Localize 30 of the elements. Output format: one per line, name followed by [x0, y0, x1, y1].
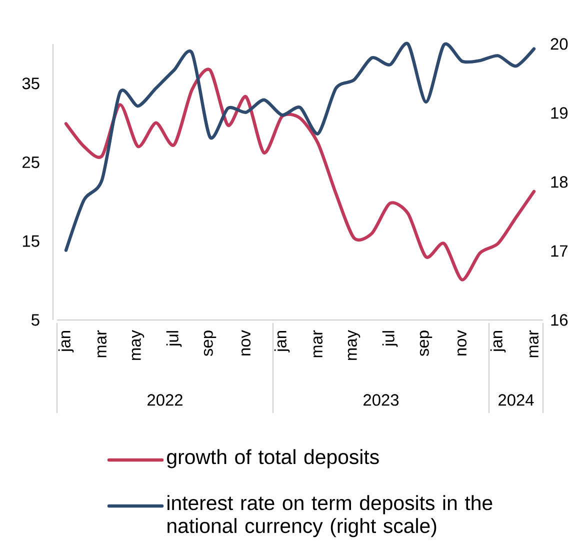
y-tick-label: 35	[22, 78, 40, 90]
x-tick-label: mar	[530, 330, 539, 358]
x-tick-label: may	[132, 330, 144, 360]
x-tick-label: nov	[458, 330, 467, 356]
x-tick-label: mar	[98, 330, 107, 358]
legend-label: interest rate on term deposits in the national currency (right scale)	[168, 495, 492, 538]
x-tick-label: jan	[58, 331, 74, 352]
y2-tick-label: 18	[551, 176, 568, 188]
y-tick-label: 15	[22, 235, 40, 247]
line-series	[64, 42, 536, 252]
x-tick-label: sep	[204, 330, 216, 356]
y-tick-label: 25	[22, 156, 40, 168]
y2-tick-label: 16	[551, 314, 568, 326]
text: 2024	[498, 394, 534, 406]
line-series	[64, 68, 536, 282]
y2-tick-label: 20	[550, 38, 568, 50]
x-tick-label: jan	[490, 331, 506, 352]
text: 2023	[364, 394, 399, 406]
y2-tick-label: 19	[551, 107, 568, 119]
x-tick-label: sep	[420, 330, 432, 356]
text: 2022	[148, 394, 182, 406]
x-tick-label: mar	[314, 330, 323, 358]
x-tick-label: jul	[166, 331, 182, 347]
y2-tick-label: 17	[551, 245, 568, 257]
x-tick-label: jan	[274, 331, 290, 352]
x-tick-label: may	[348, 330, 360, 360]
legend-label: growth of total deposits	[167, 449, 379, 468]
x-tick-label: nov	[242, 330, 251, 356]
x-tick-label: jul	[382, 331, 398, 347]
y-tick-label: 5	[32, 314, 40, 326]
